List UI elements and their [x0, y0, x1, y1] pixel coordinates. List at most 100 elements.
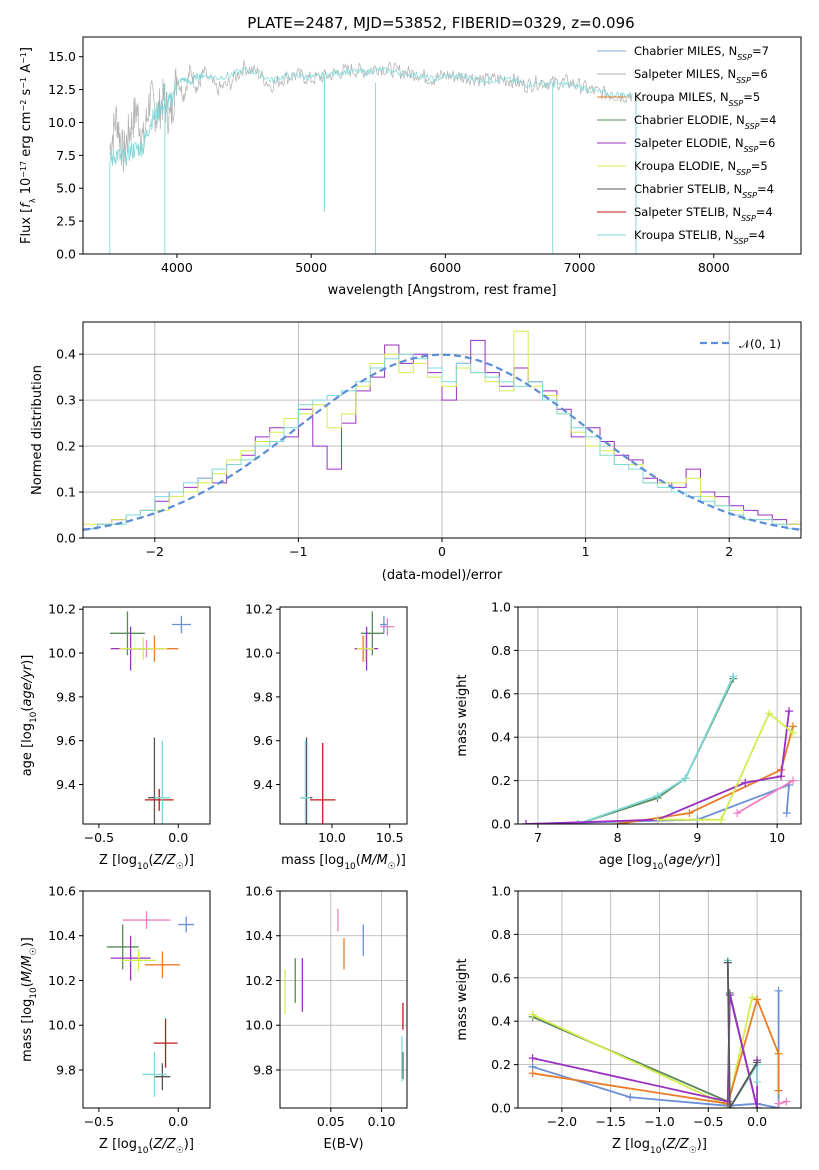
x-tick-label: 7000 [564, 260, 596, 275]
label-part: )] [20, 937, 35, 947]
x-tick-label: −1.0 [644, 1114, 674, 1129]
legend-entry: Chabrier STELIB, NSSP=4 [634, 182, 774, 200]
normal-curve [83, 353, 801, 531]
label-part: ( [20, 707, 35, 712]
weight-marker [782, 809, 791, 818]
label-italic: Z/Z [153, 1137, 177, 1152]
label-sub: 10 [650, 1146, 662, 1156]
label-part: age [ [599, 853, 632, 868]
x-tick-label: 5000 [295, 260, 327, 275]
weight-marker [723, 958, 732, 967]
weight-series [577, 678, 735, 824]
weight-marker [777, 772, 786, 781]
x-tick-label: −1.5 [596, 1114, 626, 1129]
y-tick-label: 2.5 [56, 214, 76, 229]
data-point [171, 615, 191, 634]
plot-area [521, 672, 798, 824]
y-tick-label: 0.2 [491, 1057, 511, 1072]
label-part: )] [396, 853, 406, 868]
data-point [379, 615, 388, 634]
label-part: mass [ [281, 853, 324, 868]
label-part: log [632, 853, 652, 868]
weight-series [736, 779, 794, 814]
legend-suffix: =6 [751, 67, 768, 81]
y-tick-label: 0.4 [491, 730, 511, 745]
weight-marker [753, 1104, 762, 1108]
weight-marker [765, 709, 774, 718]
weight-series [577, 676, 735, 824]
legend-text: Kroupa ELODIE, N [634, 159, 736, 173]
legend-text: Chabrier ELODIE, N [634, 113, 745, 127]
x-tick-label: −1 [289, 544, 307, 559]
label-part: log [630, 1137, 650, 1152]
spectrum-line [109, 60, 633, 173]
y-tick-label: 7.5 [56, 148, 76, 163]
legend-entry: Chabrier ELODIE, NSSP=4 [634, 113, 776, 131]
label-sub: 10 [29, 987, 39, 999]
x-tick-label: 6000 [429, 260, 461, 275]
label-sup: −1 [19, 77, 28, 89]
label-part: Z [ [612, 1137, 630, 1152]
data-point [360, 611, 384, 656]
y-axis-label: Flux [fλ 10−17 erg cm−2 s−1 A−1] [19, 47, 37, 244]
data-point [142, 1052, 167, 1097]
label-part: Z [ [99, 1137, 117, 1152]
x-tick-label: 0.0 [168, 1114, 188, 1129]
legend-sub: SSP [736, 168, 751, 177]
x-tick-label: 0.05 [317, 1114, 345, 1129]
weight-marker [729, 672, 738, 681]
y-axis-label: Normed distribution [30, 365, 45, 495]
weight-marker [753, 1058, 762, 1067]
label-sub: 10 [137, 1146, 149, 1156]
weight-marker [774, 1099, 783, 1108]
label-part: Flux [ [19, 208, 34, 244]
data-point [121, 949, 157, 972]
y-tick-label: 0.0 [56, 247, 76, 262]
weight-series [657, 711, 794, 821]
x-tick-label: 10.0 [318, 830, 346, 845]
label-part: )] [710, 853, 720, 868]
legend-sub: SSP [734, 237, 749, 246]
legend-sub: SSP [742, 191, 757, 200]
x-axis-label: Z [log10(Z/Z☉)] [99, 853, 194, 872]
x-tick-label: 2 [725, 544, 733, 559]
y-axis-label: mass weight [455, 674, 470, 756]
y-tick-label: 9.8 [56, 1062, 76, 1077]
label-part: )] [20, 655, 35, 665]
weight-marker [681, 774, 690, 783]
histogram-series [83, 353, 801, 530]
legend-sub: SSP [729, 99, 744, 108]
data-point [310, 742, 336, 824]
axes-frame [82, 606, 211, 825]
data-point [119, 637, 168, 660]
plot-area [109, 611, 191, 824]
y-tick-label: 10.6 [48, 884, 76, 899]
legend-text: Salpeter ELODIE, N [634, 136, 744, 150]
histogram-series [83, 330, 801, 525]
axes-frame [517, 890, 802, 1109]
y-tick-label: 1.0 [491, 884, 511, 899]
y-tick-label: 0.8 [491, 927, 511, 942]
legend-text: Kroupa STELIB, N [634, 228, 734, 242]
label-sub: ☉ [29, 947, 39, 955]
label-sub: 10 [344, 862, 356, 872]
label-part: Z [ [99, 853, 117, 868]
label-part: ( [356, 853, 361, 868]
x-tick-label: 4000 [161, 260, 193, 275]
axes-frame [82, 890, 211, 1109]
label-part: mass weight [455, 958, 470, 1040]
label-part: mass weight [455, 674, 470, 756]
legend-text: Chabrier MILES, N [634, 44, 737, 58]
data-point [106, 924, 139, 970]
weight-marker [573, 820, 582, 824]
y-tick-label: 0.4 [56, 347, 76, 362]
data-point [153, 1018, 178, 1068]
weight-marker [753, 995, 762, 1004]
weight-series [726, 962, 758, 1108]
y-tick-label: 15.0 [48, 49, 76, 64]
y-tick-label: 1.0 [491, 600, 511, 615]
data-point [154, 740, 171, 824]
legend-entry: 𝒩(0, 1) [739, 337, 781, 351]
